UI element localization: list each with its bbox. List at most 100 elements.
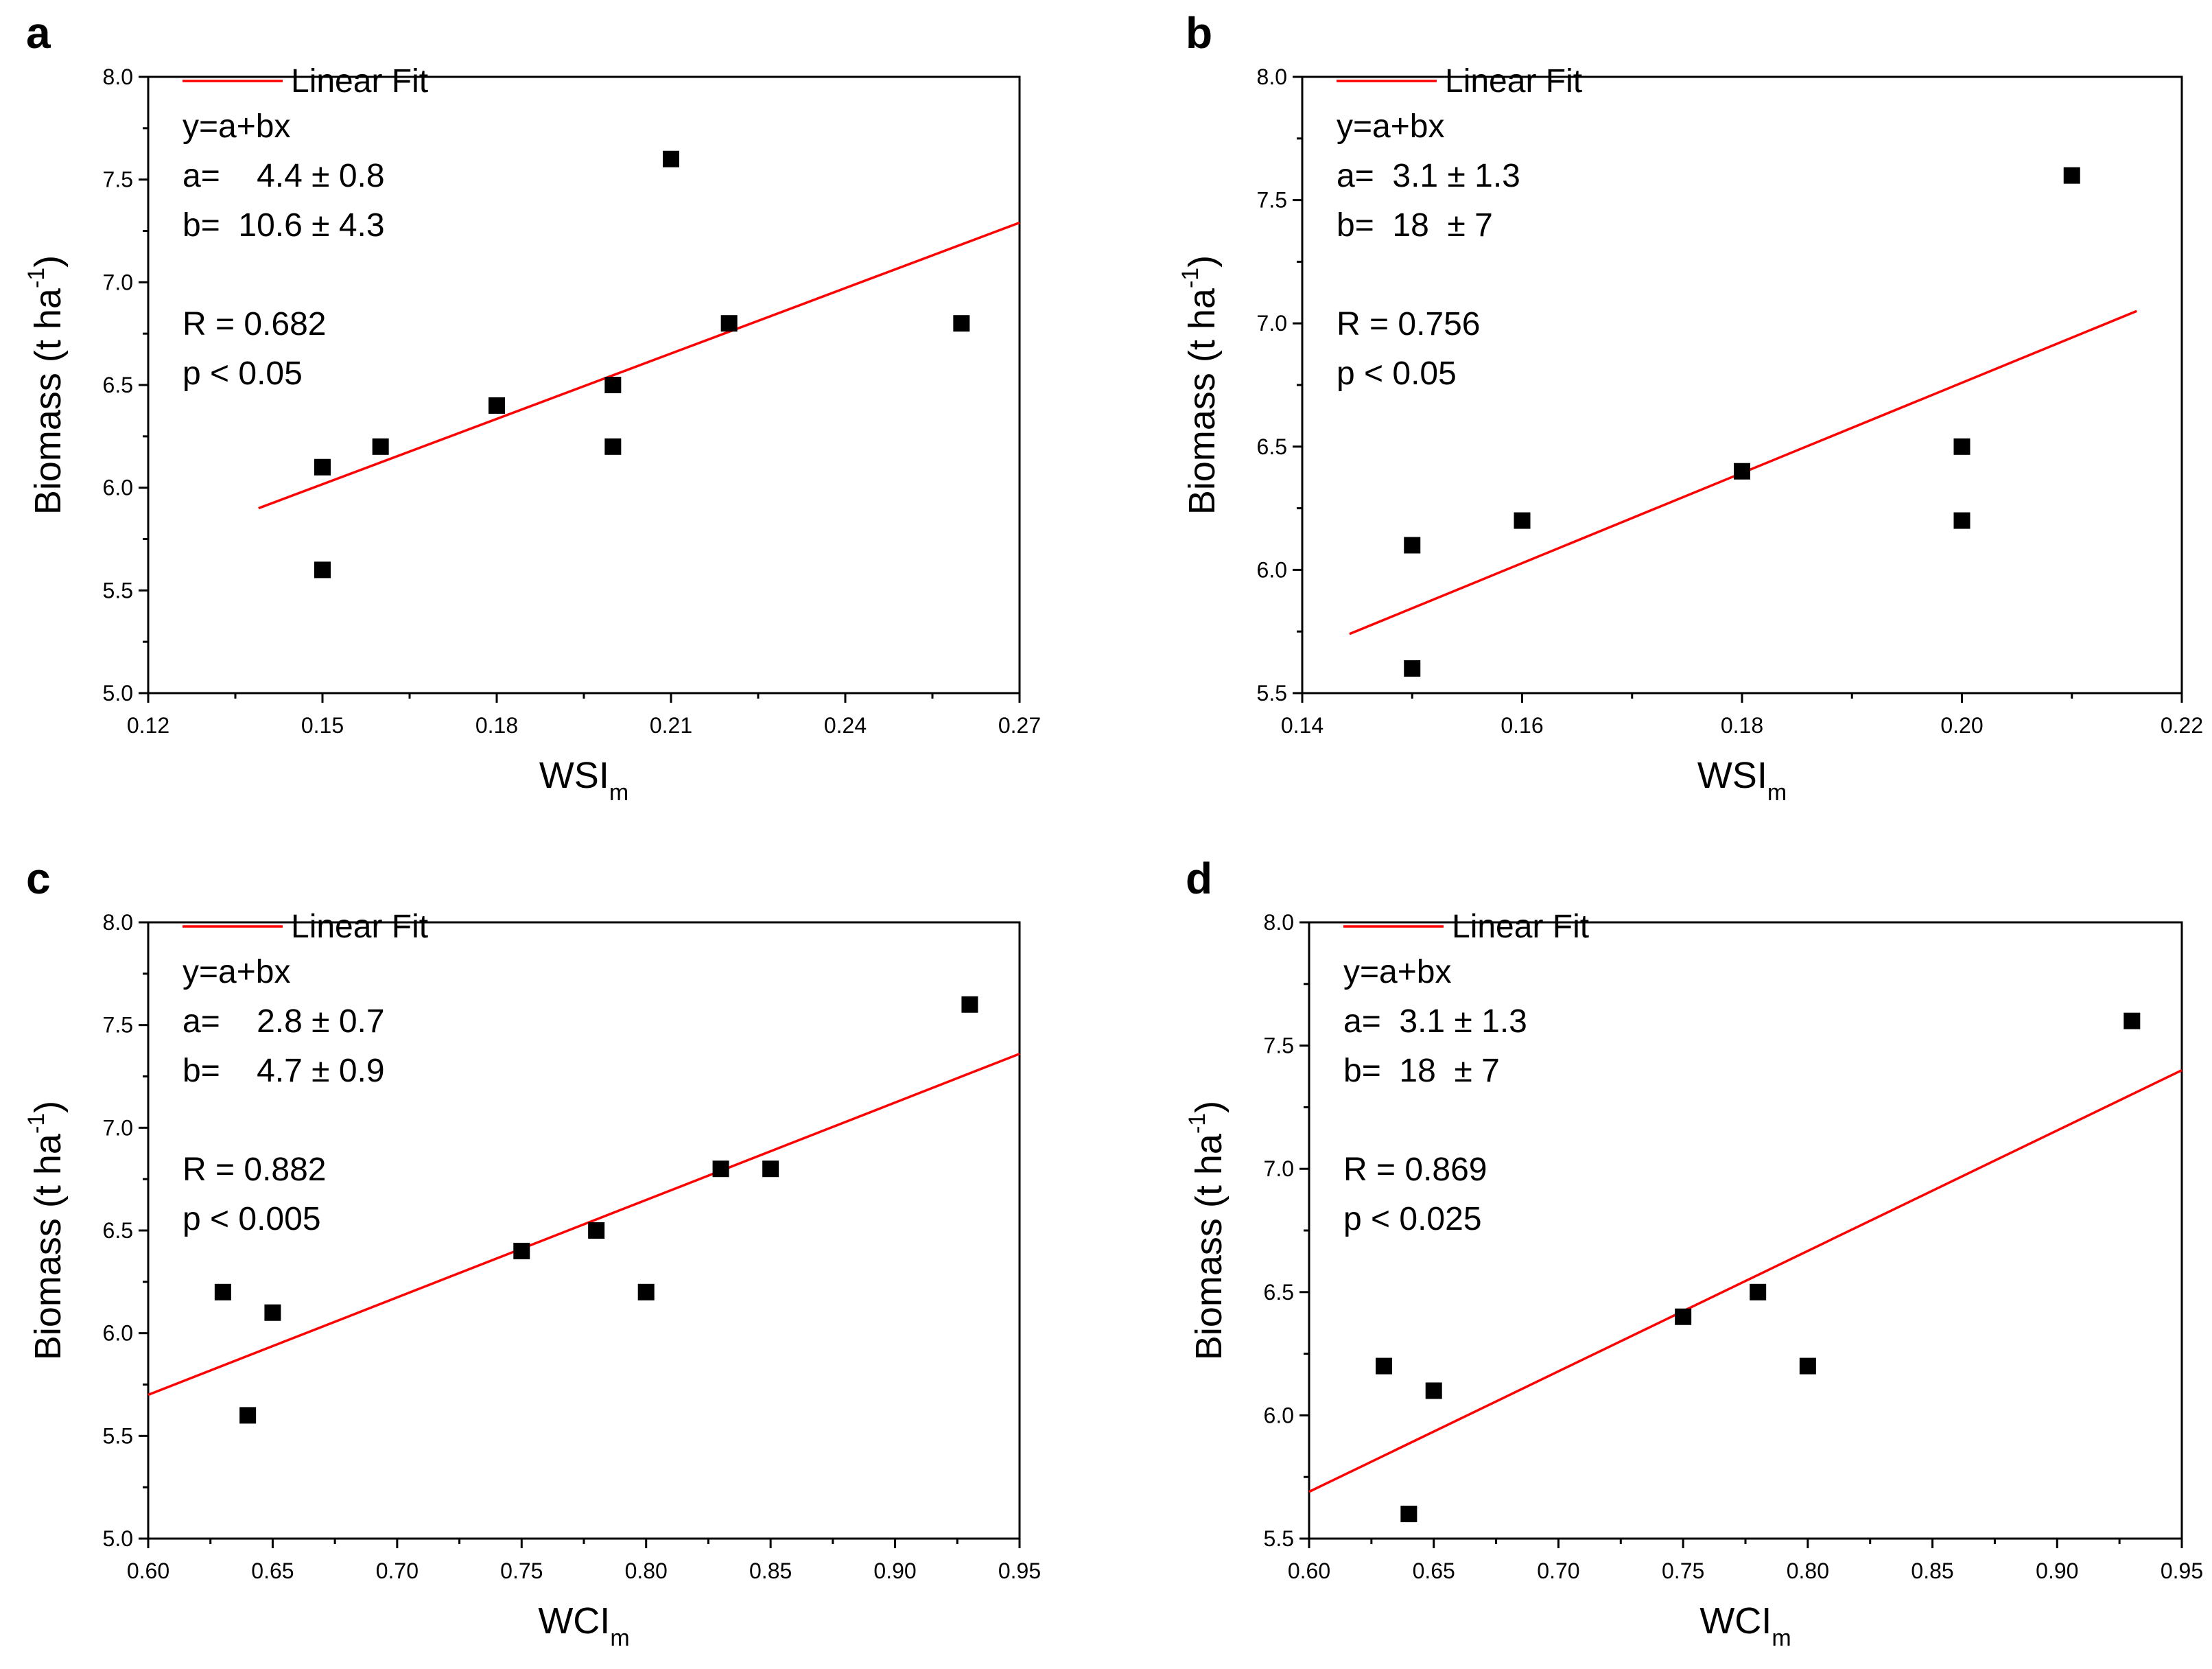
fit-stat-line: p < 0.05	[183, 355, 303, 392]
panel-b: b 0.14 0.16 0.18 0.20 0.22 5.5 6.0 6.5 7.0 7.5 8.0 W…	[1177, 8, 2203, 806]
data-point	[372, 438, 389, 455]
y-tick-label: 6.0	[103, 1321, 133, 1346]
x-tick-label: 0.65	[1413, 1559, 1455, 1583]
x-tick-label: 0.15	[301, 713, 344, 738]
y-tick-label: 5.5	[103, 1423, 133, 1448]
linear-fit-line	[258, 221, 1020, 510]
y-axis-title-main: Biomass (t ha	[1188, 1133, 1229, 1360]
fit-stat-line: p < 0.005	[183, 1201, 321, 1237]
y-tick-label: 8.0	[103, 910, 133, 935]
x-tick-label: 0.75	[1662, 1559, 1704, 1583]
data-point	[1750, 1283, 1767, 1300]
data-point	[1953, 438, 1970, 455]
x-tick-label: 0.18	[475, 713, 518, 738]
x-axis-title-main: WCI	[1699, 1600, 1772, 1642]
data-point	[712, 1160, 729, 1178]
data-point	[663, 150, 679, 167]
y-axis-title: Biomass (t ha-1)	[23, 1101, 69, 1360]
data-point	[1799, 1357, 1816, 1375]
fit-stat-line: p < 0.05	[1337, 355, 1457, 392]
y-tick-label: 8.0	[1264, 910, 1294, 935]
data-point	[588, 1222, 605, 1239]
y-tick-label: 6.5	[1264, 1280, 1294, 1305]
x-axis-title: WCIm	[538, 1600, 629, 1651]
y-axis-title-end: )	[1188, 1101, 1229, 1113]
fit-stat-line: R = 0.756	[1337, 306, 1480, 342]
y-axis-title-end: )	[27, 255, 69, 268]
x-axis-title-main: WCI	[538, 1600, 610, 1642]
y-axis-title-superscript: -1	[1184, 1113, 1210, 1134]
data-point	[2063, 167, 2080, 184]
data-point	[637, 1283, 655, 1300]
x-axis-title-subscript: m	[1767, 780, 1787, 806]
y-tick-label: 6.5	[103, 1218, 133, 1243]
x-tick-label: 0.22	[2161, 713, 2203, 738]
y-axis-title-main: Biomass (t ha	[1181, 288, 1223, 515]
y-tick-label: 8.0	[1257, 65, 1287, 89]
y-axis-title-superscript: -1	[23, 268, 49, 288]
data-point	[1514, 512, 1531, 529]
fit-stat-line: R = 0.882	[183, 1152, 326, 1188]
fit-stat-line: p < 0.025	[1343, 1201, 1482, 1237]
x-tick-label: 0.70	[1537, 1559, 1579, 1583]
y-tick-label: 6.0	[1257, 557, 1287, 582]
y-tick-label: 5.0	[103, 681, 133, 705]
fit-stat-line: y=a+bx	[183, 108, 290, 145]
data-point	[264, 1304, 281, 1321]
data-point	[2123, 1012, 2141, 1029]
fit-stat-line: R = 0.869	[1343, 1152, 1487, 1188]
y-tick-label: 5.0	[103, 1526, 133, 1551]
panel-letter: b	[1186, 8, 1212, 58]
x-tick-label: 0.14	[1281, 713, 1323, 738]
y-tick-label: 7.5	[1257, 188, 1287, 213]
y-tick-label: 7.5	[1264, 1034, 1294, 1058]
y-tick-label: 6.0	[1264, 1403, 1294, 1427]
x-tick-label: 0.60	[1288, 1559, 1330, 1583]
x-tick-label: 0.12	[127, 713, 169, 738]
x-tick-label: 0.85	[1911, 1559, 1953, 1583]
x-tick-label: 0.95	[998, 1559, 1041, 1583]
panel-a: a 0.12 0.15 0.18 0.21 0.24 0.27 5.0 5.5 6.0 6.5 7.0…	[23, 8, 1041, 806]
y-axis-title: Biomass (t ha-1)	[23, 255, 69, 515]
x-tick-label: 0.90	[873, 1559, 916, 1583]
linear-fit-line	[1308, 1069, 2182, 1493]
data-point	[1404, 660, 1421, 677]
y-tick-label: 7.0	[103, 270, 133, 294]
x-tick-label: 0.60	[127, 1559, 169, 1583]
fit-stat-line: R = 0.682	[183, 306, 326, 342]
linear-fit-line	[148, 1052, 1020, 1397]
y-axis-title-end: )	[27, 1101, 69, 1113]
x-axis-title-main: WSI	[539, 755, 609, 796]
fit-stat-line: y=a+bx	[1343, 954, 1451, 990]
fit-stat-line: b= 4.7 ± 0.9	[183, 1053, 385, 1089]
fit-stat-line: b= 18 ± 7	[1337, 207, 1493, 244]
fit-stat-line: a= 3.1 ± 1.3	[1337, 158, 1520, 194]
data-point	[953, 315, 970, 332]
x-axis-title: WCIm	[1699, 1600, 1791, 1651]
data-point	[604, 438, 622, 455]
y-tick-label: 7.0	[103, 1115, 133, 1140]
x-tick-label: 0.80	[625, 1559, 668, 1583]
legend-label: Linear Fit	[291, 63, 428, 100]
x-tick-label: 0.18	[1721, 713, 1763, 738]
x-axis-title-main: WSI	[1697, 755, 1767, 796]
data-point	[1953, 512, 1970, 529]
fit-stat-line: b= 10.6 ± 4.3	[183, 207, 385, 244]
data-point	[314, 561, 331, 579]
legend-label: Linear Fit	[291, 909, 428, 945]
data-point	[1734, 463, 1750, 480]
data-point	[239, 1407, 257, 1424]
x-tick-label: 0.80	[1787, 1559, 1829, 1583]
fit-stat-line: y=a+bx	[1337, 108, 1444, 145]
y-tick-label: 6.0	[103, 476, 133, 500]
x-tick-label: 0.24	[824, 713, 867, 738]
x-tick-label: 0.27	[998, 713, 1041, 738]
y-axis-title-end: )	[1181, 255, 1223, 268]
fit-stat-line: a= 3.1 ± 1.3	[1343, 1003, 1527, 1040]
data-point	[314, 458, 331, 476]
data-point	[1675, 1308, 1692, 1325]
data-point	[961, 996, 978, 1013]
y-tick-label: 7.0	[1264, 1156, 1294, 1181]
x-axis-title: WSIm	[539, 755, 628, 806]
